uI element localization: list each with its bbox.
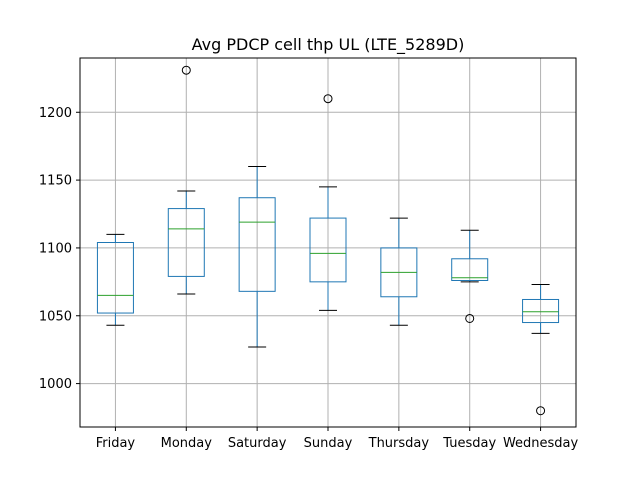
box-group-wednesday	[522, 284, 560, 416]
x-tick-label: Wednesday	[503, 436, 579, 451]
outlier-point	[323, 94, 333, 104]
box-group-sunday	[309, 94, 347, 311]
box-group-thursday	[380, 217, 418, 326]
box-group-saturday	[238, 166, 276, 348]
outlier-point	[181, 65, 191, 75]
outlier-point	[536, 406, 546, 416]
box-group-monday	[167, 65, 205, 295]
box-group-tuesday	[451, 229, 489, 323]
iqr-box	[451, 258, 489, 281]
y-tick-label: 1050	[39, 309, 72, 324]
box-group-friday	[96, 233, 134, 326]
y-tick-label: 1100	[39, 241, 72, 256]
y-tick-label: 1150	[39, 174, 72, 189]
axes-layer: 1000 1050 1100 1150 1200 Friday Monday Saturday…	[39, 57, 579, 451]
marks-layer	[96, 65, 560, 416]
iqr-box	[238, 197, 276, 292]
x-tick-label: Friday	[96, 436, 136, 451]
x-tick-label: Saturday	[228, 436, 287, 451]
chart-title: Avg PDCP cell thp UL (LTE_5289D)	[192, 35, 465, 55]
x-tick-label: Tuesday	[442, 436, 496, 451]
x-tick-label: Sunday	[304, 436, 353, 451]
iqr-box	[96, 242, 134, 314]
x-tick-label: Monday	[161, 436, 213, 451]
iqr-box	[309, 217, 347, 283]
iqr-box	[522, 298, 560, 324]
plot-frame	[79, 57, 577, 428]
y-tick-label: 1000	[39, 377, 72, 392]
outlier-point	[465, 313, 475, 323]
iqr-box	[167, 208, 205, 277]
y-tick-label: 1200	[39, 106, 72, 121]
x-tick-label: Thursday	[368, 436, 430, 451]
